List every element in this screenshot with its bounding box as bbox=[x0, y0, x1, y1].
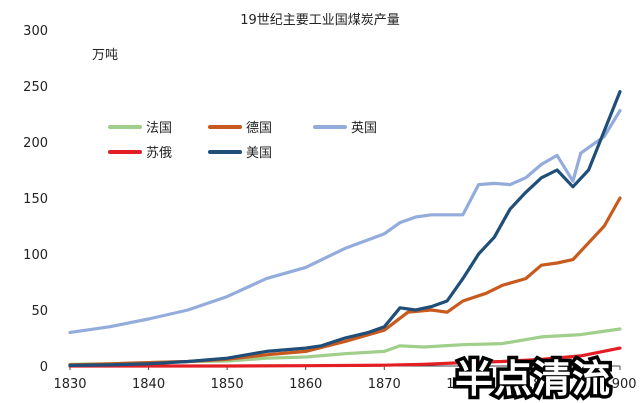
y-tick-label: 100 bbox=[23, 248, 48, 263]
series-line-5 bbox=[68, 89, 622, 367]
series-line-3 bbox=[68, 108, 622, 334]
y-tick-label: 200 bbox=[23, 136, 48, 151]
legend-label: 苏俄 bbox=[146, 145, 172, 161]
x-tick-label: 1860 bbox=[289, 377, 322, 392]
y-tick-label: 250 bbox=[23, 80, 48, 95]
y-tick-label: 50 bbox=[31, 304, 48, 319]
legend-label: 德国 bbox=[246, 121, 272, 136]
x-tick-label: 1850 bbox=[211, 377, 244, 392]
chart-title: 19世纪主要工业国煤炭产量 bbox=[240, 13, 400, 28]
y-tick-label: 0 bbox=[40, 360, 48, 375]
x-tick-label: 1840 bbox=[132, 377, 165, 392]
x-tick-label: 1900 bbox=[603, 377, 636, 392]
y-axis: 0 50 100 150 200 250 300 bbox=[23, 24, 48, 375]
series-line-4 bbox=[68, 346, 622, 368]
legend-label: 英国 bbox=[351, 121, 377, 136]
series-line-2 bbox=[68, 196, 622, 367]
x-tick-label: 1890 bbox=[525, 377, 558, 392]
x-tick-label: 1870 bbox=[368, 377, 401, 392]
watermark: 半点清流 bbox=[451, 354, 613, 403]
legend-label: 法国 bbox=[146, 121, 172, 136]
x-tick-label: 1880 bbox=[446, 377, 479, 392]
y-axis-unit-label: 万吨 bbox=[92, 48, 118, 63]
series-lines bbox=[68, 89, 622, 368]
x-tick-label: 1830 bbox=[53, 377, 86, 392]
watermark-text: 半点清流 bbox=[455, 357, 611, 401]
y-tick-label: 150 bbox=[23, 192, 48, 207]
legend-label: 美国 bbox=[246, 146, 272, 161]
y-tick-label: 300 bbox=[23, 24, 48, 39]
x-axis: 1830 1840 1850 1860 1870 1880 1890 1900 bbox=[53, 365, 637, 392]
